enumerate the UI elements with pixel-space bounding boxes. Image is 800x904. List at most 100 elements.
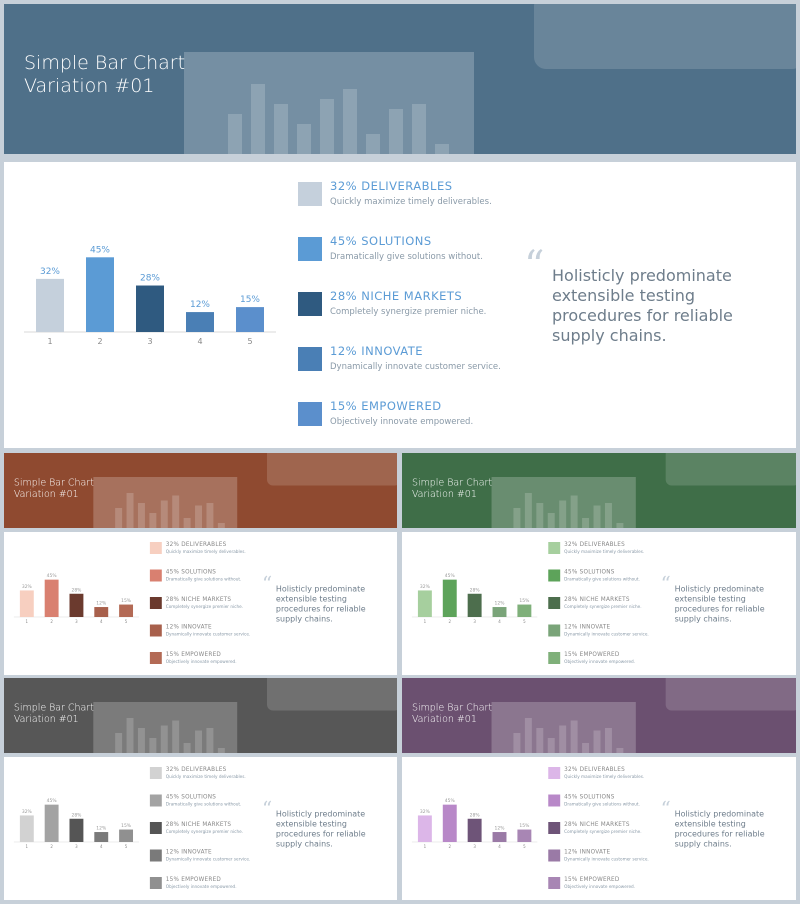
header-decoration bbox=[559, 725, 567, 753]
header-background bbox=[4, 453, 397, 528]
legend-text: Completely synergize premier niche. bbox=[564, 604, 641, 609]
header-decoration bbox=[251, 84, 265, 154]
legend-heading: 45% SOLUTIONS bbox=[330, 234, 432, 248]
slide: Simple Bar Chart Variation #01 32% 1 45% 2 28… bbox=[4, 4, 796, 448]
header-decoration bbox=[149, 738, 157, 753]
legend-heading: 12% INNOVATE bbox=[564, 624, 610, 630]
legend-swatch bbox=[548, 877, 561, 889]
header-decoration bbox=[206, 728, 214, 753]
legend-heading: 15% EMPOWERED bbox=[330, 399, 442, 413]
x-tick-label: 1 bbox=[26, 844, 29, 849]
value-label: 12% bbox=[96, 601, 106, 607]
bar bbox=[417, 815, 432, 842]
value-label: 12% bbox=[495, 826, 505, 832]
legend-heading: 28% NICHE MARKETS bbox=[166, 822, 232, 828]
title-box: Simple Bar Chart Variation #01 bbox=[412, 702, 492, 725]
legend-text: Completely synergize premier niche. bbox=[166, 604, 243, 609]
value-label: 45% bbox=[47, 573, 57, 579]
value-label: 45% bbox=[47, 798, 57, 804]
header-decoration bbox=[217, 523, 225, 528]
quote-text: Holisticly predominate extensible testin… bbox=[674, 584, 765, 624]
x-tick-label: 5 bbox=[523, 844, 526, 849]
header-decoration bbox=[137, 503, 145, 528]
legend-heading: 32% DELIVERABLES bbox=[564, 542, 625, 548]
header-decoration bbox=[570, 495, 578, 528]
header-background bbox=[4, 4, 796, 154]
legend-text: Quickly maximize timely deliverables. bbox=[166, 774, 246, 779]
quote-box: Holisticly predominate extensible testin… bbox=[275, 809, 366, 849]
legend-swatch bbox=[548, 624, 561, 637]
header-decoration bbox=[513, 508, 521, 528]
legend-swatch bbox=[298, 347, 322, 371]
header-device bbox=[534, 4, 796, 69]
legend-heading: 12% INNOVATE bbox=[564, 849, 610, 855]
bar bbox=[517, 604, 532, 617]
legend-heading: 32% DELIVERABLES bbox=[166, 542, 227, 548]
bar bbox=[492, 607, 507, 617]
bar bbox=[36, 278, 64, 332]
legend-heading: 45% SOLUTIONS bbox=[166, 569, 217, 575]
bar bbox=[69, 818, 84, 842]
title-box: Simple Bar Chart Variation #01 bbox=[412, 477, 492, 500]
value-label: 15% bbox=[519, 598, 529, 604]
header-decoration bbox=[160, 725, 168, 753]
header-decoration bbox=[149, 513, 157, 528]
header-decoration bbox=[115, 508, 123, 528]
x-tick-label: 1 bbox=[424, 619, 427, 624]
bar bbox=[19, 590, 34, 617]
legend-swatch bbox=[149, 767, 162, 779]
legend-heading: 15% EMPOWERED bbox=[166, 877, 222, 883]
value-label: 15% bbox=[121, 598, 131, 604]
quote-mark: “ bbox=[661, 796, 671, 820]
legend-text: Dynamically innovate customer service. bbox=[564, 856, 649, 861]
quote-box: Holisticly predominate extensible testin… bbox=[675, 809, 765, 849]
slide: Simple Bar Chart Variation #01 32% 1 45% 2 28… bbox=[4, 453, 397, 675]
x-tick-label: 5 bbox=[125, 619, 128, 624]
bar bbox=[94, 832, 109, 842]
x-tick-label: 1 bbox=[424, 844, 427, 849]
legend-heading: 45% SOLUTIONS bbox=[564, 794, 615, 800]
x-tick-label: 4 bbox=[498, 619, 501, 624]
bar bbox=[517, 829, 532, 842]
bar bbox=[136, 285, 164, 332]
legend-swatch bbox=[298, 402, 322, 426]
value-label: 45% bbox=[445, 798, 455, 804]
value-label: 32% bbox=[40, 267, 60, 277]
legend-swatch bbox=[149, 597, 162, 609]
header-decoration bbox=[320, 99, 334, 154]
header-decoration bbox=[183, 743, 191, 753]
header-decoration bbox=[137, 728, 145, 753]
value-label: 28% bbox=[470, 812, 480, 818]
value-label: 15% bbox=[240, 295, 260, 305]
quote-text: Holisticly predominate extensible testin… bbox=[275, 584, 366, 624]
legend-text: Quickly maximize timely deliverables. bbox=[166, 549, 246, 554]
bar bbox=[492, 832, 507, 842]
x-tick-label: 5 bbox=[125, 844, 128, 849]
bar bbox=[467, 818, 482, 842]
bar bbox=[442, 579, 457, 617]
quote-text: Holisticly predominate extensible testin… bbox=[275, 809, 366, 849]
legend-swatch bbox=[149, 542, 162, 554]
quote-box: Holisticly predominate extensible testin… bbox=[552, 266, 733, 345]
legend-text: Objectively innovate empowered. bbox=[564, 659, 635, 664]
legend-heading: 12% INNOVATE bbox=[166, 624, 212, 630]
header-decoration bbox=[570, 720, 578, 753]
legend-swatch bbox=[548, 767, 561, 779]
header-decoration bbox=[547, 513, 555, 528]
x-tick-label: 4 bbox=[197, 337, 202, 346]
bar bbox=[86, 257, 114, 332]
slide-title: Simple Bar Chart Variation #01 bbox=[24, 52, 186, 97]
x-tick-label: 4 bbox=[498, 844, 501, 849]
header-decoration bbox=[616, 748, 624, 753]
header-decoration bbox=[172, 495, 180, 528]
legend-heading: 45% SOLUTIONS bbox=[564, 569, 615, 575]
legend-heading: 32% DELIVERABLES bbox=[166, 767, 227, 773]
x-tick-label: 2 bbox=[50, 619, 53, 624]
header-decoration bbox=[389, 109, 403, 154]
header-decoration bbox=[126, 718, 134, 753]
header-decoration bbox=[604, 503, 612, 528]
x-tick-label: 1 bbox=[47, 337, 52, 346]
header-decoration bbox=[435, 144, 449, 154]
header-decoration bbox=[126, 493, 134, 528]
value-label: 12% bbox=[190, 300, 210, 310]
